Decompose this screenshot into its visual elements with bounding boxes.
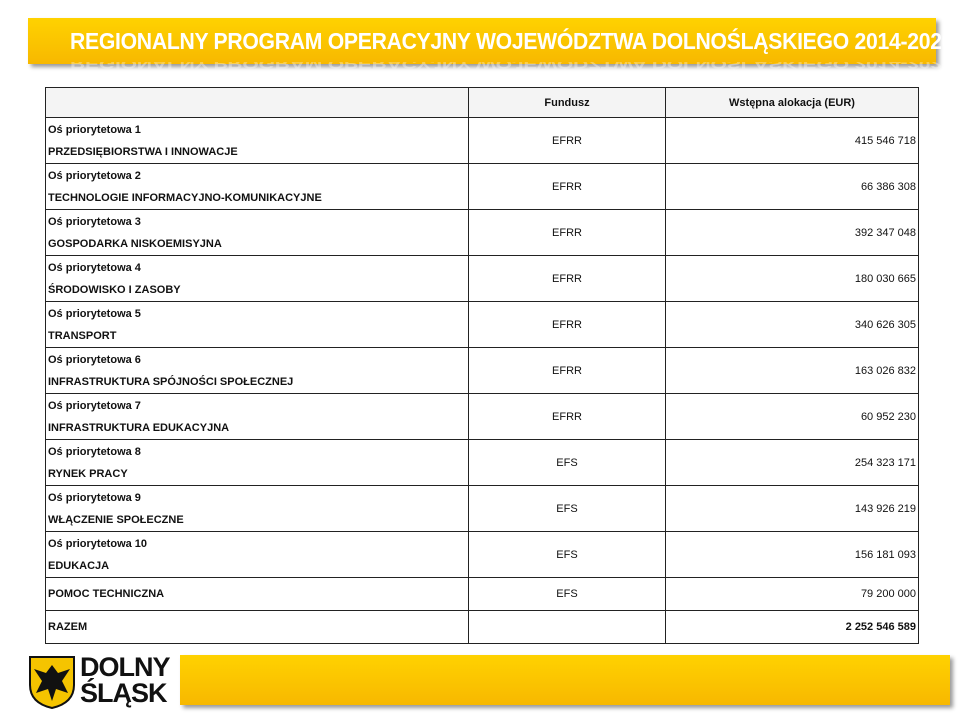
axis-name: INFRASTRUKTURA SPÓJNOŚCI SPOŁECZNEJ <box>48 375 294 388</box>
axis-label: Oś priorytetowa 3 <box>48 215 141 228</box>
amount-cell: 340 626 305 <box>665 301 919 348</box>
title-banner <box>28 18 936 64</box>
axis-name: WŁĄCZENIE SPOŁECZNE <box>48 513 184 526</box>
header-cell: Wstępna alokacja (EUR) <box>665 87 919 118</box>
name-cell: Oś priorytetowa 6 INFRASTRUKTURA SPÓJNOŚC… <box>45 347 469 394</box>
fund-cell: EFRR <box>468 163 666 210</box>
fund-cell: EFRR <box>468 117 666 164</box>
axis-label: Oś priorytetowa 7 <box>48 399 141 412</box>
axis-name: INFRASTRUKTURA EDUKACYJNA <box>48 421 230 434</box>
table-row: Oś priorytetowa 6 INFRASTRUKTURA SPÓJNOŚC… <box>45 347 919 394</box>
fund-cell: EFS <box>468 439 666 486</box>
name-cell: Oś priorytetowa 2 TECHNOLOGIE INFORMACYJN… <box>45 163 469 210</box>
axis-name: RAZEM <box>48 621 88 633</box>
amount-cell: 163 026 832 <box>665 347 919 394</box>
amount-cell: 180 030 665 <box>665 255 919 302</box>
table-row: Oś priorytetowa 10 EDUKACJA EFS 156 181 093 <box>45 531 919 578</box>
name-cell: Oś priorytetowa 5 TRANSPORT <box>45 301 469 348</box>
axis-name: PRZEDSIĘBIORSTWA I INNOWACJE <box>48 145 238 158</box>
logo-line1: DOLNY <box>80 652 170 682</box>
amount-cell: 2 252 546 589 <box>665 610 919 644</box>
name-cell: Oś priorytetowa 7 INFRASTRUKTURA EDUKACYJ… <box>45 393 469 440</box>
header-row: Fundusz Wstępna alokacja (EUR) <box>45 87 919 118</box>
amount-cell: 392 347 048 <box>665 209 919 256</box>
fund-cell: EFRR <box>468 393 666 440</box>
table-row: Oś priorytetowa 4 ŚRODOWISKO I ZASOBY EFRR… <box>45 255 919 302</box>
table-row: RAZEM 2 252 546 589 <box>45 610 919 644</box>
table-row: Oś priorytetowa 9 WŁĄCZENIE SPOŁECZNE EFS 1… <box>45 485 919 532</box>
fund-cell <box>468 610 666 644</box>
axis-label: Oś priorytetowa 2 <box>48 169 141 182</box>
title: REGIONALNY PROGRAM OPERACYJNY WOJEWÓDZTW… <box>70 28 954 54</box>
axis-label: Oś priorytetowa 8 <box>48 445 141 458</box>
amount-cell: 254 323 171 <box>665 439 919 486</box>
name-cell: RAZEM <box>45 610 469 644</box>
footer-bar <box>180 655 950 705</box>
logo-line2: ŚLĄSK <box>80 678 168 708</box>
axis-name: RYNEK PRACY <box>48 467 128 480</box>
axis-label: Oś priorytetowa 9 <box>48 491 141 504</box>
axis-name: ŚRODOWISKO I ZASOBY <box>48 283 181 296</box>
allocation-table: Fundusz Wstępna alokacja (EUR) Oś prioryte… <box>45 87 919 644</box>
fund-cell: EFRR <box>468 347 666 394</box>
axis-name: POMOC TECHNICZNA <box>48 588 165 600</box>
amount-cell: 66 386 308 <box>665 163 919 210</box>
fund-cell: EFRR <box>468 209 666 256</box>
table-row: Oś priorytetowa 1 PRZEDSIĘBIORSTWA I INNO… <box>45 117 919 164</box>
amount-cell: 143 926 219 <box>665 485 919 532</box>
fund-cell: EFS <box>468 577 666 611</box>
amount-cell: 415 546 718 <box>665 117 919 164</box>
name-cell: POMOC TECHNICZNA <box>45 577 469 611</box>
fund-cell: EFRR <box>468 255 666 302</box>
coat-of-arms <box>29 656 75 709</box>
amount-cell: 156 181 093 <box>665 531 919 578</box>
axis-label: Oś priorytetowa 10 <box>48 537 148 550</box>
name-cell: Oś priorytetowa 9 WŁĄCZENIE SPOŁECZNE <box>45 485 469 532</box>
table-row: Oś priorytetowa 8 RYNEK PRACY EFS 254 323 1… <box>45 439 919 486</box>
amount-cell: 79 200 000 <box>665 577 919 611</box>
axis-label: Oś priorytetowa 6 <box>48 353 141 366</box>
table-row: Oś priorytetowa 3 GOSPODARKA NISKOEMISYJN… <box>45 209 919 256</box>
axis-label: Oś priorytetowa 5 <box>48 307 141 320</box>
table-row: Oś priorytetowa 5 TRANSPORT EFRR 340 626 30… <box>45 301 919 348</box>
name-cell: Oś priorytetowa 1 PRZEDSIĘBIORSTWA I INNO… <box>45 117 469 164</box>
header-cell <box>45 87 469 118</box>
fund-cell: EFS <box>468 531 666 578</box>
axis-label: Oś priorytetowa 4 <box>48 261 141 274</box>
table-row: Oś priorytetowa 7 INFRASTRUKTURA EDUKACYJ… <box>45 393 919 440</box>
fund-cell: EFS <box>468 485 666 532</box>
name-cell: Oś priorytetowa 10 EDUKACJA <box>45 531 469 578</box>
name-cell: Oś priorytetowa 3 GOSPODARKA NISKOEMISYJN… <box>45 209 469 256</box>
fund-cell: EFRR <box>468 301 666 348</box>
name-cell: Oś priorytetowa 4 ŚRODOWISKO I ZASOBY <box>45 255 469 302</box>
axis-name: TECHNOLOGIE INFORMACYJNO-KOMUNIKACYJNE <box>48 191 322 204</box>
table-row: Oś priorytetowa 2 TECHNOLOGIE INFORMACYJN… <box>45 163 919 210</box>
header-cell: Fundusz <box>468 87 666 118</box>
axis-name: TRANSPORT <box>48 329 117 342</box>
amount-cell: 60 952 230 <box>665 393 919 440</box>
table-row: POMOC TECHNICZNA EFS 79 200 000 <box>45 577 919 611</box>
axis-label: Oś priorytetowa 1 <box>48 123 141 136</box>
axis-name: GOSPODARKA NISKOEMISYJNA <box>48 237 222 250</box>
axis-name: EDUKACJA <box>48 559 110 572</box>
name-cell: Oś priorytetowa 8 RYNEK PRACY <box>45 439 469 486</box>
